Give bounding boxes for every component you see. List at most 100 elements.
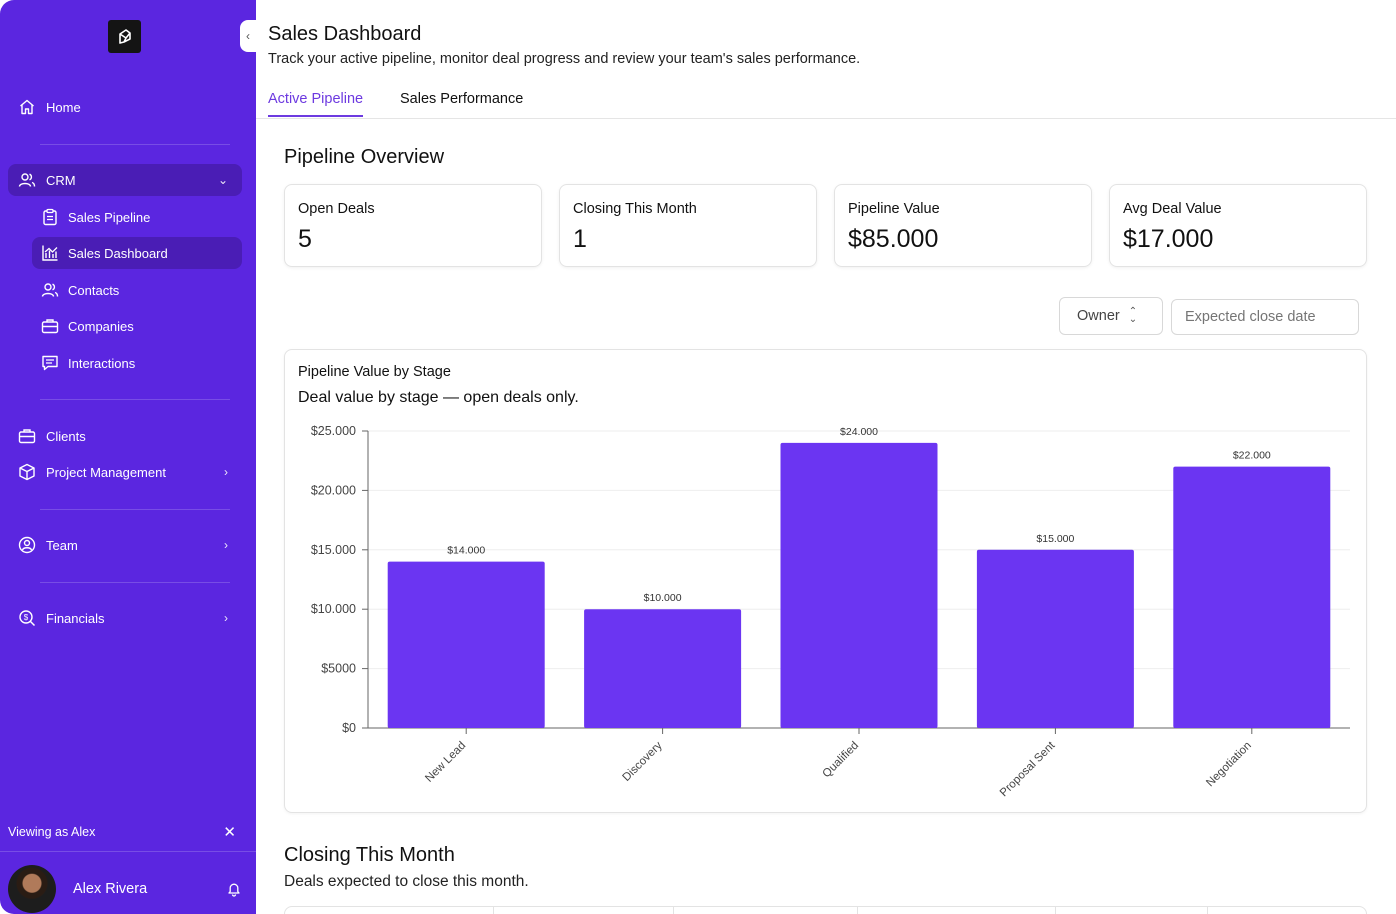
stat-value: 1 [573, 225, 587, 253]
stat-label: Avg Deal Value [1123, 201, 1222, 217]
sidebar-item-label: Clients [46, 428, 86, 444]
sidebar-divider [40, 509, 230, 510]
chevron-down-icon: ⌄ [217, 173, 228, 187]
sidebar-divider [40, 582, 230, 583]
x-tick-label: Negotiation [1204, 740, 1254, 790]
user-circle-icon [17, 535, 37, 555]
user-name: Alex Rivera [73, 881, 148, 897]
x-tick-label: New Lead [423, 740, 468, 785]
briefcase-icon [40, 316, 60, 336]
owner-filter-button[interactable]: Owner ⌃ ⌄ [1059, 297, 1163, 335]
chart-bar [976, 549, 1134, 728]
main-content: Sales Dashboard Track your active pipeli… [256, 0, 1396, 914]
chart-card-pipeline-value: Pipeline Value by Stage Deal value by st… [284, 349, 1367, 813]
sidebar-item-clients[interactable]: Clients [8, 420, 242, 452]
y-tick-label: $25.000 [311, 424, 356, 438]
svg-text:$: $ [24, 613, 29, 622]
stat-label: Open Deals [298, 201, 375, 217]
bar-value-label: $22.000 [1233, 450, 1271, 462]
user-profile-bar[interactable]: Alex Rivera [0, 851, 256, 914]
section-title-closing-this-month: Closing This Month [284, 844, 455, 866]
viewing-as-banner: Viewing as Alex ✕ [8, 823, 240, 841]
users-icon [40, 280, 60, 300]
stat-label: Pipeline Value [848, 201, 940, 217]
chevron-right-icon: › [224, 611, 228, 625]
y-tick-label: $10.000 [311, 602, 356, 616]
stat-value: $17.000 [1123, 225, 1214, 253]
sidebar-item-sales-dashboard[interactable]: Sales Dashboard [32, 237, 242, 269]
sidebar-item-label: Companies [68, 318, 134, 334]
section-title-pipeline-overview: Pipeline Overview [284, 146, 445, 168]
sidebar-item-label: Sales Pipeline [68, 209, 151, 225]
expected-close-date-input[interactable] [1171, 299, 1359, 335]
page-title: Sales Dashboard [268, 23, 422, 45]
y-tick-label: $20.000 [311, 483, 356, 497]
sidebar-item-crm[interactable]: CRM ⌄ [8, 164, 242, 196]
chart-bar [1173, 466, 1331, 728]
users-icon [17, 170, 37, 190]
message-icon [40, 353, 60, 373]
bell-icon[interactable] [226, 881, 242, 902]
chevron-right-icon: › [224, 538, 228, 552]
sidebar-item-label: Project Management [46, 464, 166, 480]
stat-value: 5 [298, 225, 312, 253]
bar-value-label: $24.000 [840, 426, 878, 438]
sidebar-divider [40, 399, 230, 400]
sidebar-item-project-management[interactable]: Project Management › [8, 456, 242, 488]
sidebar-item-label: Team [46, 537, 78, 553]
box-icon [17, 462, 37, 482]
avatar[interactable] [8, 865, 56, 913]
sidebar-item-contacts[interactable]: Contacts [32, 274, 242, 306]
sidebar: ‹ Home CRM ⌄ Sales Pipeline Sales Dashbo… [0, 0, 256, 914]
home-icon [17, 97, 37, 117]
x-tick-label: Qualified [821, 740, 862, 781]
chevron-right-icon: › [224, 465, 228, 479]
section-subtitle-closing: Deals expected to close this month. [284, 873, 529, 890]
stat-card-closing-this-month: Closing This Month 1 [559, 184, 817, 267]
viewing-as-label: Viewing as Alex [8, 825, 96, 839]
x-tick-label: Discovery [621, 739, 665, 783]
sidebar-item-financials[interactable]: $ Financials › [8, 602, 242, 634]
clipboard-icon [40, 207, 60, 227]
sidebar-item-label: Sales Dashboard [68, 245, 168, 261]
sidebar-item-label: Contacts [68, 282, 120, 298]
chart-icon [40, 243, 60, 263]
sidebar-item-label: Home [46, 99, 81, 115]
bar-value-label: $10.000 [644, 592, 682, 604]
sidebar-item-label: Interactions [68, 355, 136, 371]
chevron-left-icon: ‹ [246, 29, 250, 43]
chevron-up-down-icon: ⌃ ⌄ [1128, 306, 1138, 325]
page-subtitle: Track your active pipeline, monitor deal… [268, 51, 861, 67]
tab-bar: Active Pipeline Sales Performance [256, 84, 1396, 119]
sidebar-item-sales-pipeline[interactable]: Sales Pipeline [32, 201, 242, 233]
chart-bar [387, 561, 545, 728]
tab-sales-performance[interactable]: Sales Performance [400, 91, 524, 107]
chart-bar [584, 609, 742, 728]
owner-filter-label: Owner [1077, 308, 1120, 324]
tab-active-pipeline[interactable]: Active Pipeline [268, 91, 364, 117]
collapse-sidebar-button[interactable]: ‹ [240, 20, 256, 52]
stat-card-pipeline-value: Pipeline Value $85.000 [834, 184, 1092, 267]
bar-value-label: $14.000 [447, 545, 485, 557]
y-tick-label: $0 [342, 721, 356, 735]
sidebar-divider [40, 144, 230, 145]
stat-card-avg-deal-value: Avg Deal Value $17.000 [1109, 184, 1367, 267]
sidebar-item-label: CRM [46, 172, 76, 188]
chart-card-title: Pipeline Value by Stage [298, 364, 451, 380]
stat-label: Closing This Month [573, 201, 697, 217]
bar-value-label: $15.000 [1036, 533, 1074, 545]
logo-icon [118, 28, 131, 44]
sidebar-item-home[interactable]: Home [8, 91, 242, 123]
bar-chart: $0 $5000 $10.000 $15.000 $20.000 $25.000 $14.0… [311, 424, 1350, 799]
sidebar-item-companies[interactable]: Companies [32, 310, 242, 342]
close-icon[interactable]: ✕ [223, 824, 236, 841]
y-tick-label: $15.000 [311, 543, 356, 557]
briefcase-icon [17, 426, 37, 446]
app-logo[interactable] [108, 20, 141, 53]
x-tick-label: Proposal Sent [998, 739, 1058, 799]
chart-bar [780, 442, 938, 728]
y-tick-label: $5000 [321, 662, 356, 676]
sidebar-item-interactions[interactable]: Interactions [32, 347, 242, 379]
chart-card-subtitle: Deal value by stage — open deals only. [298, 389, 579, 406]
sidebar-item-team[interactable]: Team › [8, 529, 242, 561]
